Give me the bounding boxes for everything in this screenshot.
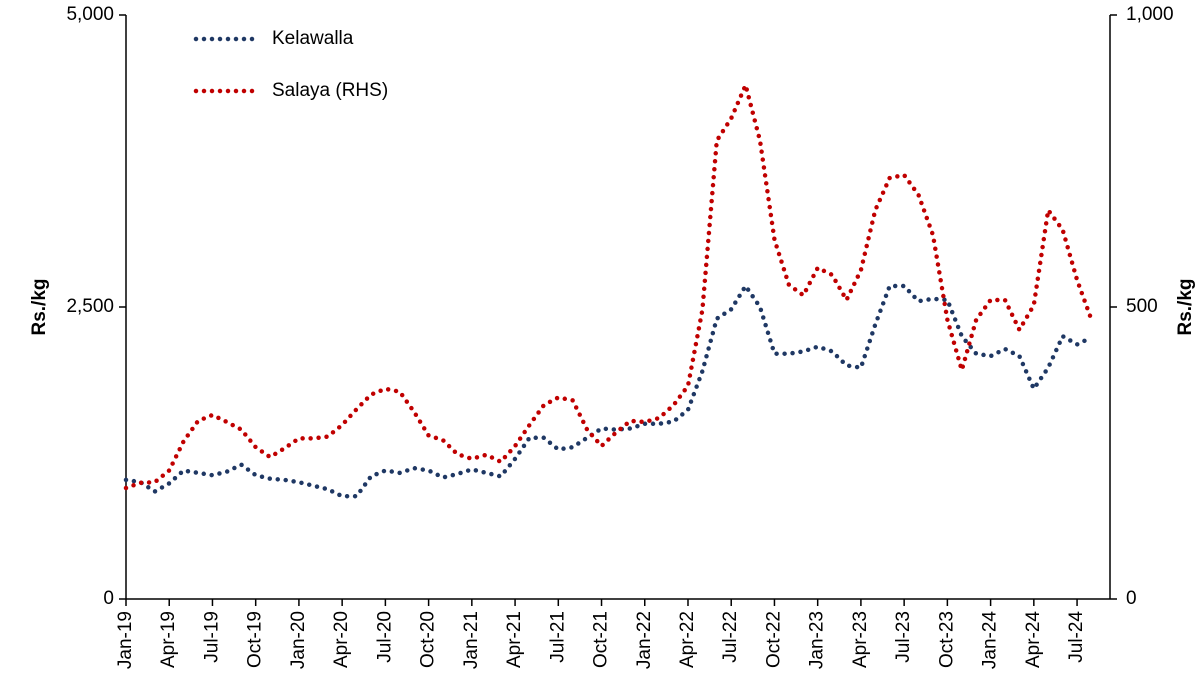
y2-axis-title: Rs./kg (1175, 278, 1196, 335)
x-tick-label: Apr-19 (158, 611, 179, 668)
x-tick-label: Jul-24 (1066, 611, 1087, 663)
legend-label: Kelawalla (272, 28, 354, 49)
series-line (123, 281, 1094, 499)
y2-tick-label: 0 (1126, 588, 1137, 609)
x-tick-label: Oct-22 (763, 611, 784, 668)
x-tick-label: Oct-21 (591, 611, 612, 668)
x-tick-label: Apr-24 (1023, 611, 1044, 668)
y-tick-label: 5,000 (66, 4, 114, 25)
series-line (123, 78, 1094, 491)
x-tick-label: Oct-23 (936, 611, 957, 668)
x-tick-label: Jul-19 (201, 611, 222, 663)
x-tick-label: Apr-23 (850, 611, 871, 668)
x-tick-label: Apr-22 (677, 611, 698, 668)
x-tick-label: Oct-19 (245, 611, 266, 668)
x-tick-label: Jul-20 (374, 611, 395, 663)
x-tick-label: Apr-21 (504, 611, 525, 668)
x-tick-label: Jan-23 (807, 611, 828, 669)
x-tick-label: Oct-20 (418, 611, 439, 668)
y-tick-label: 0 (103, 588, 114, 609)
x-tick-label: Jan-22 (634, 611, 655, 669)
x-tick-label: Jul-21 (547, 611, 568, 663)
x-tick-label: Apr-20 (331, 611, 352, 668)
y2-tick-label: 500 (1126, 296, 1158, 317)
x-tick-label: Jan-19 (115, 611, 136, 669)
x-tick-label: Jul-22 (720, 611, 741, 663)
x-tick-label: Jan-21 (461, 611, 482, 669)
x-tick-label: Jan-24 (980, 611, 1001, 670)
y2-tick-label: 1,000 (1126, 4, 1174, 25)
legend-label: Salaya (RHS) (272, 80, 388, 101)
x-tick-label: Jan-20 (288, 611, 309, 669)
y-tick-label: 2,500 (66, 296, 114, 317)
x-tick-label: Jul-23 (893, 611, 914, 663)
y-axis-title: Rs./kg (29, 278, 50, 335)
